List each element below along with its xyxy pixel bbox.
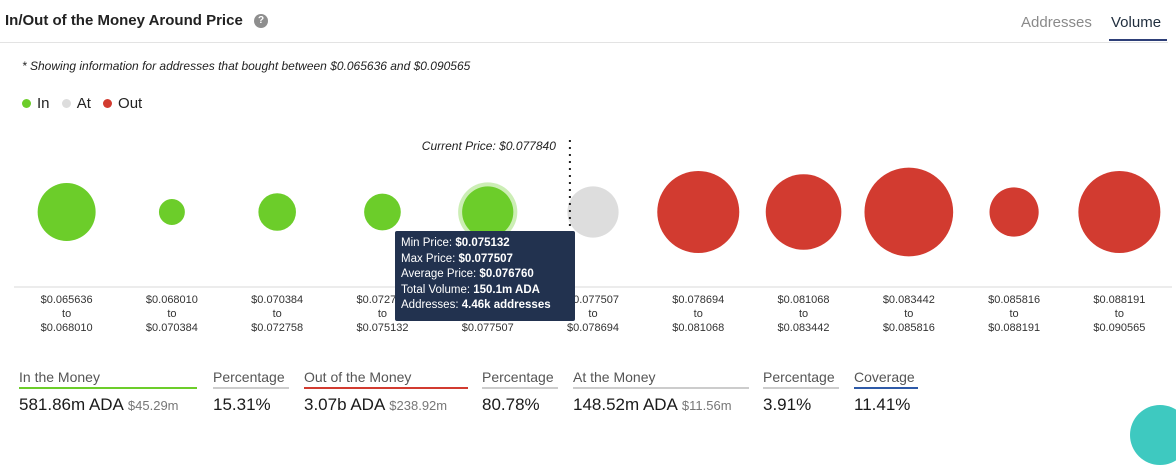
bubble-in[interactable] [37,183,96,241]
bubble-chart: $0.065636 to $0.068010$0.068010 to $0.070384… [14,139,1172,334]
tick-label-line: $0.090565 [1093,322,1145,334]
bubble-tooltip: Min Price: $0.075132 Max Price: $0.07750… [395,231,575,321]
info-note: * Showing information for addresses that… [22,59,471,73]
bubble-in[interactable] [258,193,296,231]
tick-label: $0.070384 to $0.072758 [251,294,303,334]
legend-label-out: Out [118,95,143,112]
tick-label-line: $0.083442 [883,294,935,306]
tick-label-line: to [378,308,387,320]
tick-label-line: $0.072758 [251,322,303,334]
bubble-out[interactable] [1078,171,1161,253]
tick-label-line: to [694,308,703,320]
stat-value: 15.31% [213,395,271,414]
legend-item-out[interactable]: Out [103,95,142,112]
bubble-out[interactable] [765,174,842,250]
stat-label: At the Money [573,369,749,389]
stat-value: 11.41% [854,395,911,414]
current-price-label: Current Price: $0.077840 [422,139,556,153]
stat-value: 581.86m ADA $45.29m [19,395,179,414]
chart-legend: In At Out [22,95,150,112]
tick-label-line: to [1009,308,1018,320]
stat-label: Out of the Money [304,369,468,389]
bubble-in[interactable] [158,199,185,225]
stat-out-percentage: Percentage 80.78% [482,369,558,415]
stat-coverage: Coverage 11.41% [854,369,918,415]
page-title: In/Out of the Money Around Price [5,12,243,29]
stat-out-of-the-money: Out of the Money 3.07b ADA $238.92m [304,369,468,415]
tick-label-line: $0.077507 [567,294,619,306]
bubble-at[interactable] [567,186,619,238]
legend-dot-out [103,99,113,108]
tooltip-addresses: Addresses: 4.46k addresses [401,299,551,311]
tick-label-line: to [799,308,808,320]
help-circle-icon[interactable]: ? [254,14,268,28]
tick-label-line: $0.081068 [672,322,724,334]
tick-label: $0.085816 to $0.088191 [988,294,1040,334]
stat-label: In the Money [19,369,197,389]
tooltip-min-price: Min Price: $0.075132 [401,237,510,249]
tick-label-line: $0.078694 [672,294,724,306]
tick-label: $0.065636 to $0.068010 [41,294,93,334]
tick-label-line: $0.075132 [356,322,408,334]
stat-in-percentage: Percentage 15.31% [213,369,289,415]
legend-label-at: At [76,95,91,112]
tick-label-line: to [588,308,597,320]
tick-label-line: $0.088191 [1093,294,1145,306]
stat-at-percentage: Percentage 3.91% [763,369,839,415]
tick-label-line: $0.077507 [462,322,514,334]
tick-label: $0.078694 to $0.081068 [672,294,724,334]
legend-label-in: In [37,95,50,112]
tick-label: $0.068010 to $0.070384 [146,294,198,334]
tick-label-line: to [62,308,71,320]
tick-label: $0.077507 to $0.078694 [567,294,619,334]
tick-label-line: to [904,308,913,320]
bubble-in[interactable] [462,186,514,238]
tooltip-max-price: Max Price: $0.077507 [401,252,513,265]
tab-volume[interactable]: Volume [1111,14,1162,31]
stat-value: 148.52m ADA $11.56m [573,395,732,414]
tick-label-line: to [167,308,176,320]
tick-label-line: $0.085816 [883,322,935,334]
bubble-out[interactable] [989,187,1039,237]
tick-label-line: $0.085816 [988,294,1040,306]
bubble-in[interactable] [364,193,401,231]
stat-value: 3.07b ADA $238.92m [304,395,448,414]
bubble-out[interactable] [657,171,740,253]
tooltip-total-volume: Total Volume: 150.1m ADA [401,283,540,296]
tick-label-line: $0.083442 [778,322,830,334]
tick-label-line: $0.070384 [251,294,303,306]
stat-label: Percentage [482,369,558,389]
legend-dot-in [22,99,31,108]
tick-label-line: $0.081068 [778,294,830,306]
bubble-out[interactable] [864,167,954,257]
tick-label-line: $0.070384 [146,322,198,334]
tick-label-line: $0.065636 [41,294,93,306]
stat-in-the-money: In the Money 581.86m ADA $45.29m [19,369,197,415]
legend-dot-at [61,99,71,108]
active-tab-indicator [1109,39,1167,41]
tick-label: $0.088191 to $0.090565 [1093,294,1145,334]
tick-label-line: to [1115,308,1124,320]
tick-label-line: to [273,308,282,320]
header-bar: In/Out of the Money Around Price ? Addre… [0,0,1168,43]
stat-at-the-money: At the Money 148.52m ADA $11.56m [573,369,749,415]
stat-label: Percentage [213,369,289,389]
stat-value: 3.91% [763,395,812,414]
tick-label-line: $0.088191 [988,322,1040,334]
tick-label: $0.081068 to $0.083442 [778,294,830,334]
tab-addresses[interactable]: Addresses [1021,14,1092,31]
stat-label: Coverage [854,369,918,389]
summary-stats: In the Money 581.86m ADA $45.29m Percenta… [0,369,1176,428]
tick-label: $0.083442 to $0.085816 [883,294,935,334]
legend-item-at[interactable]: At [61,95,91,112]
tick-label-line: $0.068010 [146,294,198,306]
stat-value: 80.78% [482,395,540,414]
stat-label: Percentage [763,369,839,389]
chat-widget-icon[interactable] [1130,405,1176,465]
tick-label-line: $0.078694 [567,322,619,334]
tick-label-line: $0.068010 [41,322,93,334]
tooltip-avg-price: Average Price: $0.076760 [401,268,534,280]
legend-item-in[interactable]: In [22,95,50,112]
